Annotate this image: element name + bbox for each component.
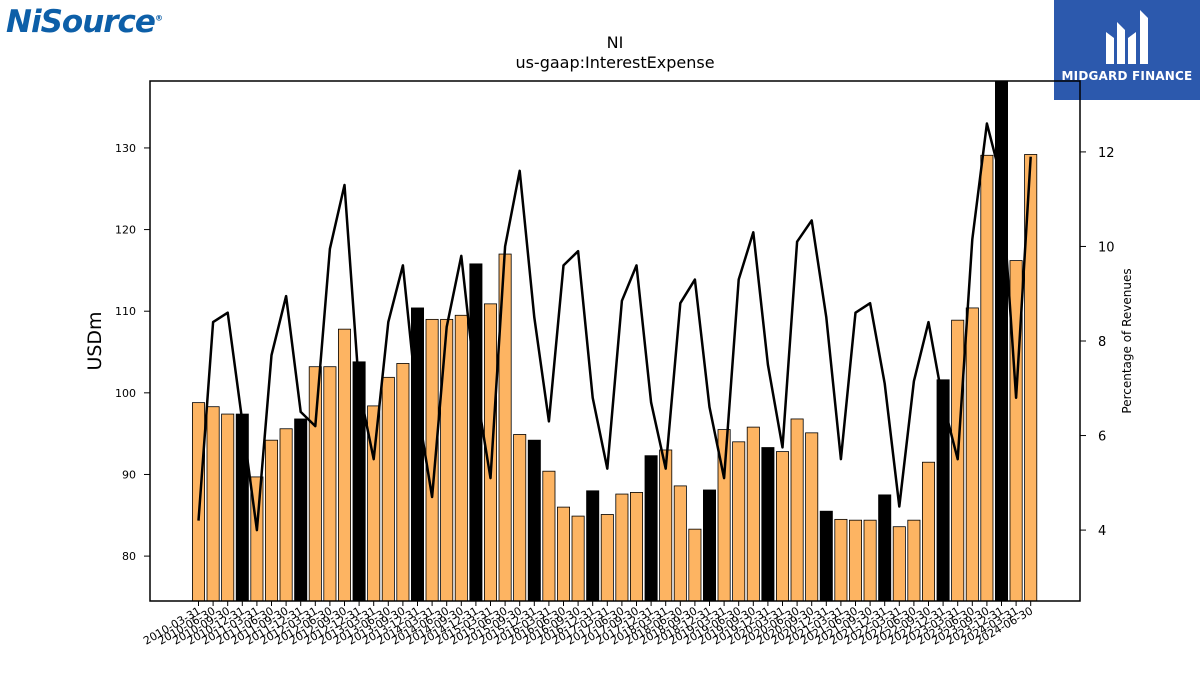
bar-2017-09-30 xyxy=(630,492,644,602)
y-tick-label: 120 xyxy=(115,224,136,237)
bar-2012-09-30 xyxy=(337,328,351,602)
bar-2018-09-30 xyxy=(688,528,702,602)
bar-2018-06-30 xyxy=(673,485,687,602)
bar-2016-06-30 xyxy=(557,506,571,602)
bar-2010-06-30 xyxy=(206,406,220,602)
nisource-logo-text: NiSource xyxy=(6,4,156,40)
y-tick-label: 80 xyxy=(122,550,136,563)
bar-2020-03-31 xyxy=(776,451,790,602)
bar-2014-12-31 xyxy=(469,263,483,602)
y-axis-left: 80 90 100 110 120 130 xyxy=(115,142,150,563)
chart-title: NI xyxy=(607,33,624,52)
bar-2021-03-31 xyxy=(834,518,848,602)
bar-2018-03-31 xyxy=(659,449,673,602)
bar-2022-12-31 xyxy=(936,379,950,602)
bar-2022-09-30 xyxy=(922,461,936,602)
bar-2023-09-30 xyxy=(980,154,994,602)
y2-tick-label: 6 xyxy=(1098,430,1106,445)
y2-tick-label: 4 xyxy=(1098,524,1106,539)
bar-2012-12-31 xyxy=(352,361,366,602)
chart-subtitle: us-gaap:InterestExpense xyxy=(515,53,714,72)
bar-2011-06-30 xyxy=(264,439,278,602)
bar-2012-06-30 xyxy=(323,366,337,602)
y2-axis-label: Percentage of Revenues xyxy=(1120,268,1134,413)
bar-2011-09-30 xyxy=(279,428,293,602)
bar-2017-06-30 xyxy=(615,493,629,602)
y-axis-label: USDm xyxy=(84,311,106,370)
bar-2020-12-31 xyxy=(819,510,833,602)
bar-2010-03-31 xyxy=(191,402,205,602)
bar-2021-06-30 xyxy=(849,519,863,602)
bar-2014-09-30 xyxy=(454,314,468,602)
bar-2015-12-31 xyxy=(527,439,541,602)
bar-2020-09-30 xyxy=(805,432,819,602)
bar-2022-06-30 xyxy=(907,519,921,602)
bar-2019-06-30 xyxy=(732,441,746,602)
y2-tick-label: 10 xyxy=(1098,240,1115,255)
midgard-finance-logo: MIDGARD FINANCE xyxy=(1054,0,1200,100)
y-tick-label: 90 xyxy=(122,468,136,481)
bar-2016-09-30 xyxy=(571,515,585,602)
bar-2015-09-30 xyxy=(513,434,527,602)
bar-2017-12-31 xyxy=(644,455,658,602)
bar-2023-06-30 xyxy=(965,307,979,602)
y-tick-label: 130 xyxy=(115,142,136,155)
bar-2016-03-31 xyxy=(542,470,556,602)
y-tick-label: 100 xyxy=(115,387,136,400)
bar-2016-12-31 xyxy=(586,490,600,602)
bar-2018-12-31 xyxy=(703,489,717,602)
x-axis: 2010-03-312010-06-302010-09-302010-12-31… xyxy=(141,601,1035,648)
y2-tick-label: 8 xyxy=(1098,335,1106,350)
bar-2021-12-31 xyxy=(878,494,892,602)
bar-2023-03-31 xyxy=(951,319,965,602)
bar-2010-12-31 xyxy=(235,413,249,602)
bar-2010-09-30 xyxy=(221,413,235,602)
bar-2019-09-30 xyxy=(746,426,760,602)
pct-revenue-line xyxy=(197,122,1032,532)
bar-2022-03-31 xyxy=(892,526,906,602)
bar-2013-06-30 xyxy=(381,376,395,602)
bar-2011-12-31 xyxy=(294,418,308,602)
y-axis-right: 4 6 8 10 12 xyxy=(1080,146,1115,539)
bar-2019-12-31 xyxy=(761,447,775,602)
midgard-logo-icon xyxy=(1106,10,1148,64)
bar-2012-03-31 xyxy=(308,366,322,602)
bar-2017-03-31 xyxy=(600,514,614,602)
bar-series xyxy=(191,80,1038,602)
bar-2014-06-30 xyxy=(440,318,454,602)
registered-mark: ® xyxy=(154,13,163,23)
bar-2013-09-30 xyxy=(396,363,410,602)
bar-2020-06-30 xyxy=(790,418,804,602)
nisource-logo: NiSource® xyxy=(6,4,163,40)
midgard-logo-text: MIDGARD FINANCE xyxy=(1061,69,1193,83)
bar-2021-09-30 xyxy=(863,519,877,602)
bar-2013-12-31 xyxy=(410,307,424,602)
y-tick-label: 110 xyxy=(115,305,136,318)
y2-tick-label: 12 xyxy=(1098,146,1115,161)
